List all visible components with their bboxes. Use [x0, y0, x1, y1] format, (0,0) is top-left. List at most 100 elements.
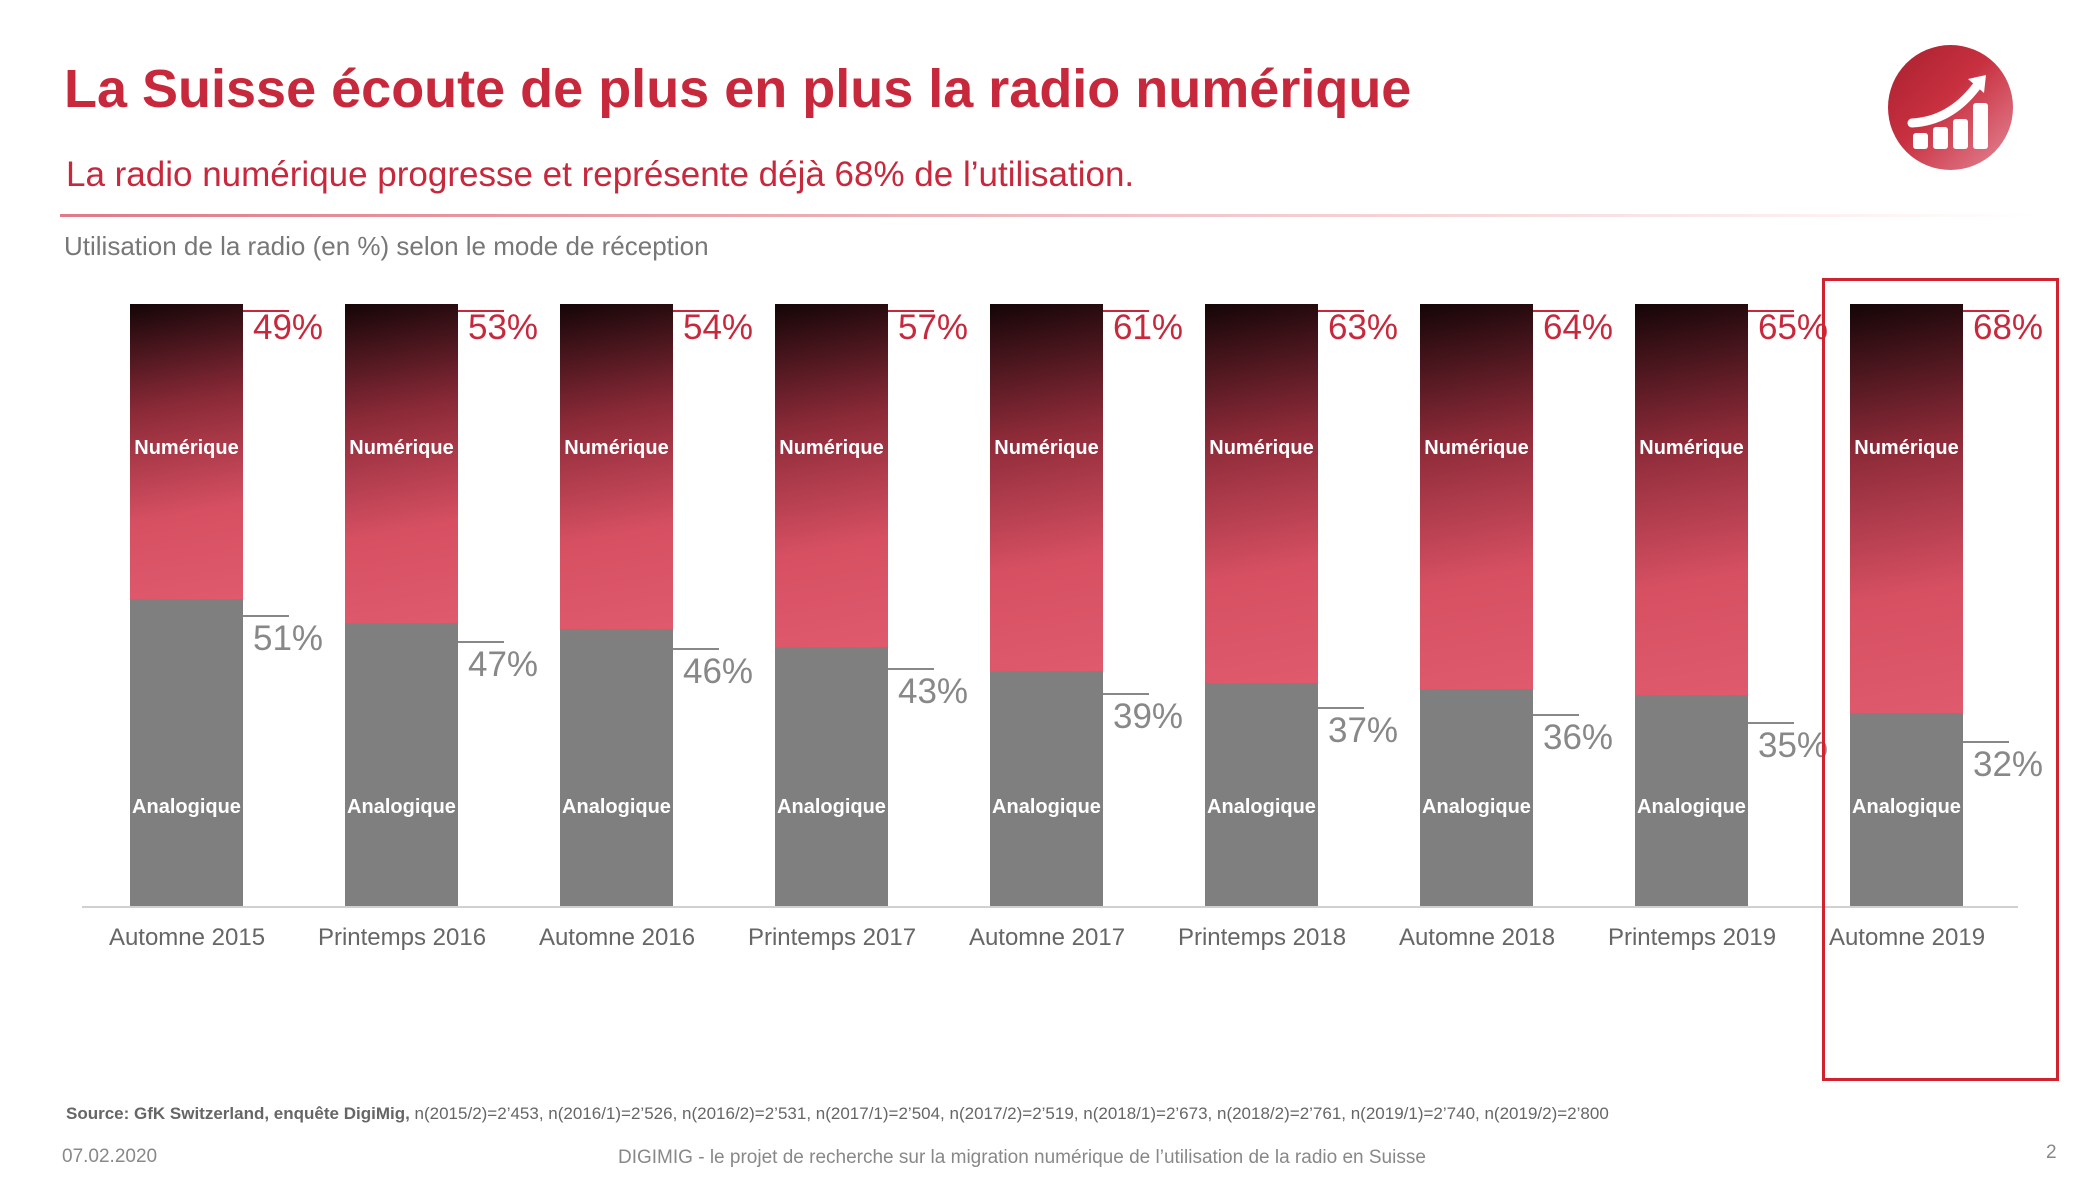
leader-line-analogique [1748, 721, 1794, 724]
page-subtitle: La radio numérique progresse et représen… [66, 155, 1135, 194]
bar-segment-analogique: Analogique [560, 629, 673, 906]
bar-segment-numerique: Numérique [130, 304, 243, 599]
x-tick-label: Printemps 2019 [1607, 924, 1777, 951]
value-label-analogique: 32% [1973, 745, 2044, 785]
segment-label-analogique: Analogique [347, 795, 456, 818]
leader-line-numerique [243, 310, 289, 312]
bar-segment-numerique: Numérique [1205, 304, 1318, 684]
bar-2: Numérique Analogique [560, 304, 673, 906]
leader-line-analogique [888, 667, 934, 670]
value-label-analogique: 39% [1113, 697, 1184, 737]
value-label-numerique: 64% [1543, 308, 1614, 347]
segment-label-numerique: Numérique [779, 437, 884, 459]
value-label-analogique: 35% [1758, 725, 1829, 765]
leader-line-numerique [888, 310, 934, 312]
value-label-analogique: 43% [898, 671, 969, 711]
leader-line-analogique [673, 648, 719, 651]
leader-line-analogique [458, 640, 504, 643]
highlight-box [1822, 278, 2059, 1081]
segment-label-numerique: Numérique [349, 437, 454, 459]
value-label-numerique: 49% [253, 308, 324, 347]
segment-label-analogique: Analogique [1637, 795, 1746, 818]
leader-line-analogique [1963, 741, 2009, 744]
bar-segment-numerique: Numérique [990, 304, 1103, 672]
segment-label-analogique: Analogique [562, 795, 671, 818]
bar-segment-analogique: Analogique [775, 647, 888, 906]
value-label-analogique: 37% [1328, 710, 1399, 750]
segment-label-analogique: Analogique [1207, 795, 1316, 818]
bar-segment-analogique: Analogique [1205, 683, 1318, 906]
x-tick-label: Automne 2018 [1398, 924, 1556, 951]
bar-segment-analogique: Analogique [1635, 695, 1748, 906]
leader-line-analogique [1103, 693, 1149, 696]
segment-label-analogique: Analogique [1852, 795, 1961, 818]
bar-segment-analogique: Analogique [130, 598, 243, 906]
bar-6: Numérique Analogique [1420, 304, 1533, 906]
segment-label-analogique: Analogique [992, 795, 1101, 818]
leader-line-analogique [243, 614, 289, 617]
x-tick-label: Automne 2015 [108, 924, 266, 951]
bar-segment-numerique: Numérique [560, 304, 673, 630]
value-label-analogique: 36% [1543, 718, 1614, 758]
bar-segment-numerique: Numérique [345, 304, 458, 624]
source-note: Source: GfK Switzerland, enquête DigiMig… [66, 1104, 1609, 1124]
value-label-numerique: 54% [683, 308, 754, 347]
bar-segment-numerique: Numérique [775, 304, 888, 648]
segment-label-numerique: Numérique [1639, 437, 1744, 459]
x-tick-label: Printemps 2018 [1177, 924, 1347, 951]
value-label-numerique: 53% [468, 308, 539, 347]
bar-5: Numérique Analogique [1205, 304, 1318, 906]
segment-label-numerique: Numérique [1854, 437, 1959, 459]
value-label-numerique: 57% [898, 308, 969, 347]
x-axis-line [82, 906, 2018, 908]
segment-label-numerique: Numérique [994, 437, 1099, 459]
x-tick-label: Printemps 2017 [747, 924, 917, 951]
value-label-analogique: 51% [253, 618, 324, 658]
leader-line-numerique [673, 310, 719, 312]
x-tick-label: Automne 2016 [538, 924, 696, 951]
value-label-analogique: 47% [468, 644, 539, 684]
segment-label-numerique: Numérique [564, 437, 669, 459]
bar-4: Numérique Analogique [990, 304, 1103, 906]
bar-8: Numérique Analogique [1850, 304, 1963, 906]
bar-7: Numérique Analogique [1635, 304, 1748, 906]
segment-label-numerique: Numérique [1209, 437, 1314, 459]
bar-segment-analogique: Analogique [990, 671, 1103, 906]
value-label-analogique: 46% [683, 652, 754, 692]
x-tick-label: Printemps 2016 [317, 924, 487, 951]
bar-segment-numerique: Numérique [1850, 304, 1963, 714]
leader-line-numerique [1103, 310, 1149, 312]
bar-segment-numerique: Numérique [1635, 304, 1748, 696]
bar-segment-numerique: Numérique [1420, 304, 1533, 690]
leader-line-numerique [1963, 310, 2009, 312]
segment-label-analogique: Analogique [1422, 795, 1531, 818]
source-label: Source: GfK Switzerland, enquête DigiMig… [66, 1104, 410, 1123]
leader-line-numerique [1318, 310, 1364, 312]
bar-0: Numérique Analogique [130, 304, 243, 906]
value-label-numerique: 65% [1758, 308, 1829, 347]
source-sample-sizes: n(2015/2)=2’453, n(2016/1)=2’526, n(2016… [409, 1104, 1609, 1123]
value-label-numerique: 63% [1328, 308, 1399, 347]
chart-title: Utilisation de la radio (en %) selon le … [64, 231, 709, 261]
bar-segment-analogique: Analogique [1850, 713, 1963, 906]
chart-growth-icon [1888, 45, 2013, 170]
x-tick-label: Automne 2019 [1828, 924, 1986, 951]
bar-segment-analogique: Analogique [345, 623, 458, 906]
x-tick-label: Automne 2017 [968, 924, 1126, 951]
leader-line-numerique [1748, 310, 1794, 312]
footer-text: DIGIMIG - le projet de recherche sur la … [618, 1147, 1426, 1168]
segment-label-numerique: Numérique [1424, 437, 1529, 459]
footer-date: 07.02.2020 [62, 1146, 158, 1167]
bar-1: Numérique Analogique [345, 304, 458, 906]
value-label-numerique: 68% [1973, 308, 2044, 347]
value-label-numerique: 61% [1113, 308, 1184, 347]
page-title: La Suisse écoute de plus en plus la radi… [64, 59, 1412, 119]
leader-line-numerique [458, 310, 504, 312]
segment-label-analogique: Analogique [777, 795, 886, 818]
segment-label-numerique: Numérique [134, 437, 239, 459]
leader-line-analogique [1533, 714, 1579, 717]
leader-line-analogique [1318, 706, 1364, 709]
bar-3: Numérique Analogique [775, 304, 888, 906]
leader-line-numerique [1533, 310, 1579, 312]
bar-segment-analogique: Analogique [1420, 689, 1533, 906]
